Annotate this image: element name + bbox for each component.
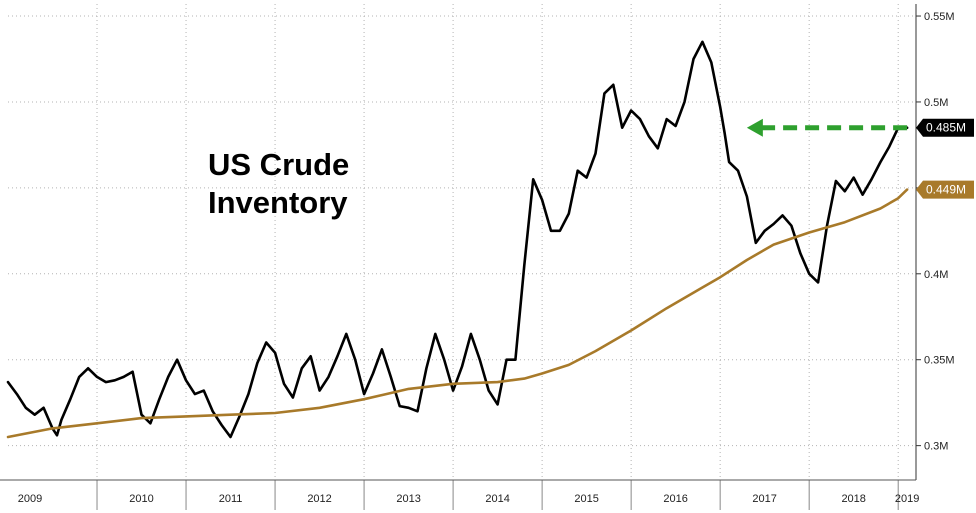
x-tick-label: 2016: [663, 493, 687, 505]
last-value-labels: 0.485M 0.449M: [916, 118, 974, 199]
last-value-label-inventory: 0.485M: [926, 121, 966, 135]
y-tick-label: 0.35M: [924, 355, 955, 367]
series-line-moving_average: [6, 188, 909, 439]
axes: 0.3M0.35M0.4M0.45M0.5M0.55M2009201020112…: [0, 4, 955, 510]
y-tick-label: 0.4M: [924, 269, 948, 281]
x-tick-label: 2018: [841, 493, 865, 505]
x-tick-label: 2015: [574, 493, 598, 505]
x-tick-label: 2011: [219, 493, 243, 505]
annotation-arrow-head: [746, 118, 763, 137]
series-layer: [6, 40, 909, 439]
last-value-flag-inventory: [916, 118, 974, 137]
x-tick-label: 2012: [307, 493, 331, 505]
y-tick-label: 0.3M: [924, 441, 948, 453]
last-value-flag-moving_average: [916, 180, 974, 199]
x-tick-label: 2013: [396, 493, 420, 505]
chart-title: US Crude Inventory: [208, 147, 349, 220]
annotation-layer: [746, 118, 908, 137]
y-tick-label: 0.5M: [924, 97, 948, 109]
x-tick-label: 2010: [129, 493, 153, 505]
series-line-inventory: [6, 40, 909, 439]
x-tick-label: 2017: [752, 493, 776, 505]
grid: [8, 4, 916, 480]
chart-title-line-1: US Crude: [208, 147, 349, 182]
chart-title-line-2: Inventory: [208, 185, 348, 220]
x-tick-label: 2019: [895, 493, 919, 505]
y-tick-label: 0.55M: [924, 11, 955, 23]
x-tick-label: 2014: [485, 493, 509, 505]
x-tick-label: 2009: [18, 493, 42, 505]
last-value-label-moving_average: 0.449M: [926, 183, 966, 197]
